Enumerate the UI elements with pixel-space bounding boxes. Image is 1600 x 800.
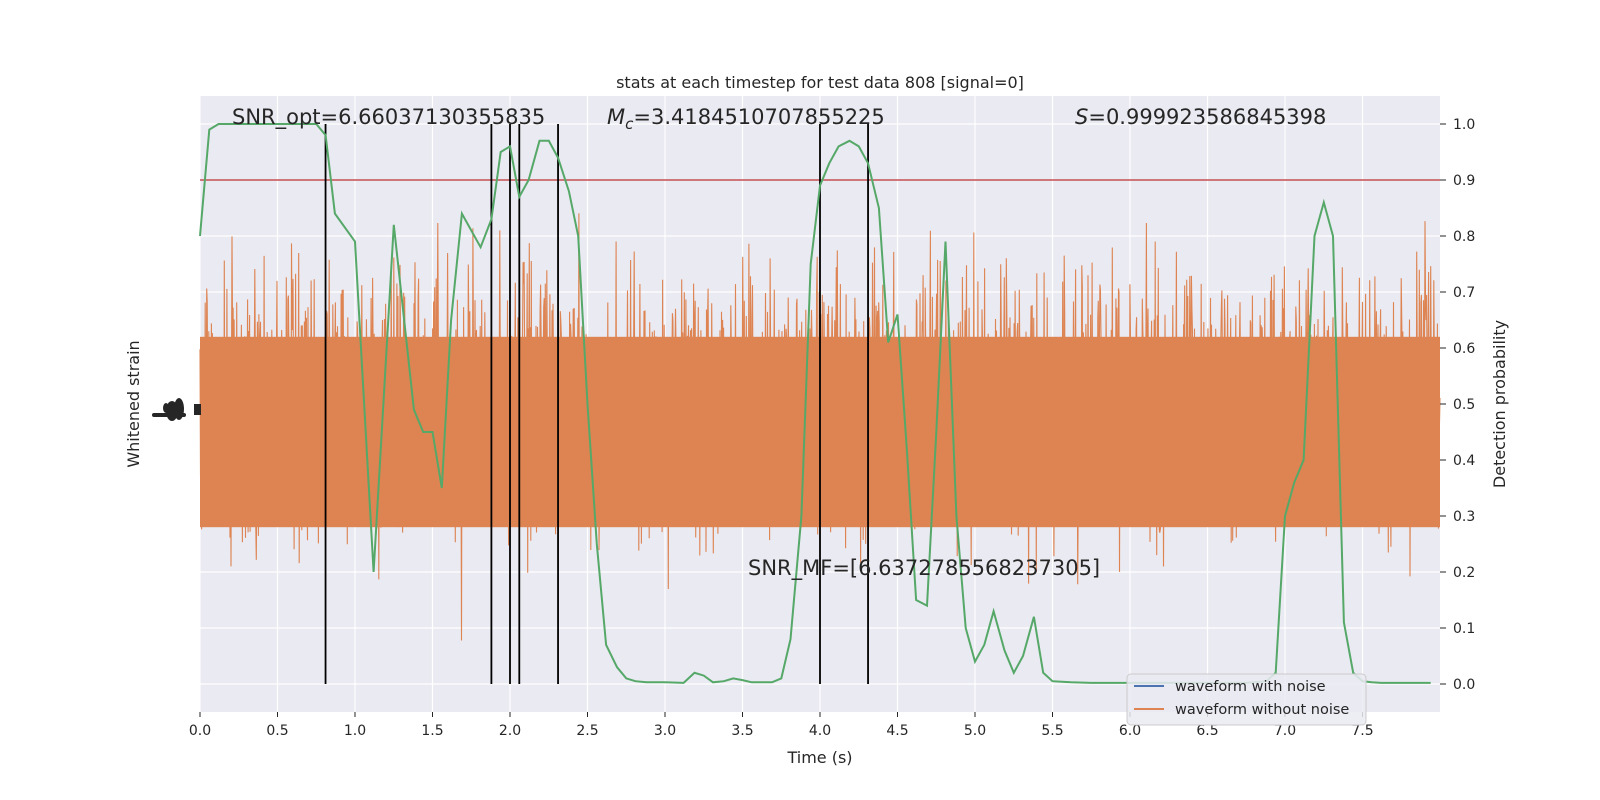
left-axis-tick-cluster	[152, 398, 201, 421]
x-tick-label: 3.5	[731, 723, 753, 739]
x-tick-label: 7.0	[1274, 723, 1296, 739]
x-tick-label: 6.5	[1196, 723, 1218, 739]
y-axis-right-ticks: 0.0 0.1 0.2 0.3 0.4 0.5 0.6 0.7 0.8 0.9 1.0	[1440, 117, 1475, 693]
x-tick-label: 5.5	[1041, 723, 1063, 739]
mc-subscript: c	[625, 115, 634, 133]
x-tick-label: 2.0	[499, 723, 521, 739]
snr-mf-annotation: SNR_MF=[6.6372785568237305]	[748, 556, 1100, 581]
s-value: =0.999923586845398	[1088, 105, 1326, 129]
x-tick-label: 4.5	[886, 723, 908, 739]
vertical-markers	[324, 124, 869, 684]
x-axis-ticks: 0.0 0.5 1.0 1.5 2.0 2.5 3.0 3.5 4.0 4.5 5.0 5.5 6.0 6…	[189, 712, 1374, 739]
mc-annotation: Mc=3.4184510707855225	[607, 105, 885, 133]
x-tick-label: 1.5	[421, 723, 443, 739]
x-tick-label: 4.0	[809, 723, 831, 739]
s-symbol: S	[1075, 105, 1088, 129]
y-tick-label: 1.0	[1453, 117, 1475, 133]
legend-label-with-noise: waveform with noise	[1175, 679, 1326, 695]
x-axis-label: Time (s)	[786, 748, 852, 767]
s-annotation: S=0.999923586845398	[1075, 105, 1326, 129]
x-tick-label: 0.5	[266, 723, 288, 739]
y-tick-label: 0.8	[1453, 229, 1475, 245]
y-tick-label: 0.1	[1453, 621, 1475, 637]
x-tick-label: 6.0	[1119, 723, 1141, 739]
legend: waveform with noise waveform without noi…	[1126, 673, 1367, 726]
y-axis-left-label: Whitened strain	[124, 340, 143, 467]
y-tick-label: 0.0	[1453, 677, 1475, 693]
y-tick-label: 0.5	[1453, 397, 1475, 413]
x-tick-label: 0.0	[189, 723, 211, 739]
y-tick-label: 0.6	[1453, 341, 1475, 357]
legend-box	[1126, 673, 1367, 726]
x-tick-label: 7.5	[1351, 723, 1373, 739]
x-tick-label: 5.0	[964, 723, 986, 739]
chart-title: stats at each timestep for test data 808…	[616, 73, 1024, 92]
x-tick-label: 2.5	[576, 723, 598, 739]
y-tick-label: 0.2	[1453, 565, 1475, 581]
x-tick-label: 1.0	[344, 723, 366, 739]
snr-opt-annotation: SNR_opt=6.66037130355835	[232, 105, 545, 130]
y-tick-label: 0.3	[1453, 509, 1475, 525]
y-tick-label: 0.9	[1453, 173, 1475, 189]
y-tick-label: 0.7	[1453, 285, 1475, 301]
legend-label-without-noise: waveform without noise	[1175, 702, 1349, 718]
mc-symbol: M	[607, 105, 625, 129]
x-tick-label: 3.0	[654, 723, 676, 739]
mc-value: =3.4184510707855225	[633, 105, 884, 129]
y-axis-right-label: Detection probability	[1490, 320, 1509, 488]
y-tick-label: 0.4	[1453, 453, 1475, 469]
